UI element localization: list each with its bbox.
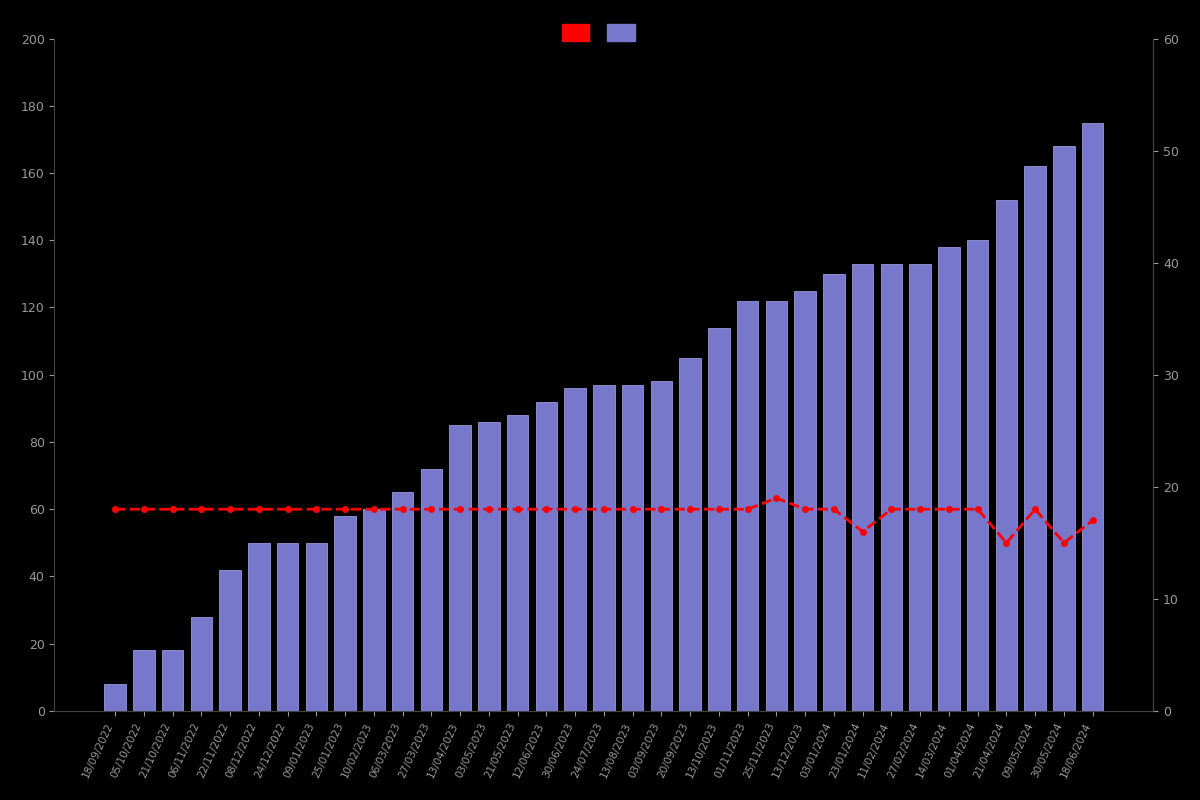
Bar xyxy=(679,358,701,711)
Bar xyxy=(449,425,470,711)
Bar xyxy=(104,684,126,711)
Bar xyxy=(421,469,443,711)
Bar xyxy=(535,402,557,711)
Bar xyxy=(133,650,155,711)
Bar xyxy=(162,650,184,711)
Bar xyxy=(737,301,758,711)
Bar xyxy=(248,543,270,711)
Bar xyxy=(938,247,960,711)
Bar xyxy=(191,617,212,711)
Bar xyxy=(277,543,299,711)
Bar xyxy=(996,200,1018,711)
Legend: , : , xyxy=(556,18,652,46)
Bar xyxy=(364,510,385,711)
Bar xyxy=(1025,166,1046,711)
Bar xyxy=(392,493,414,711)
Bar xyxy=(1082,122,1104,711)
Bar xyxy=(506,415,528,711)
Bar xyxy=(306,543,328,711)
Bar xyxy=(650,382,672,711)
Bar xyxy=(564,388,586,711)
Bar xyxy=(910,264,931,711)
Bar xyxy=(823,274,845,711)
Bar xyxy=(881,264,902,711)
Bar xyxy=(335,516,356,711)
Bar xyxy=(794,290,816,711)
Bar xyxy=(1054,146,1075,711)
Bar xyxy=(593,385,614,711)
Bar xyxy=(220,570,241,711)
Bar xyxy=(708,328,730,711)
Bar xyxy=(766,301,787,711)
Bar xyxy=(852,264,874,711)
Bar xyxy=(622,385,643,711)
Bar xyxy=(967,240,989,711)
Bar xyxy=(478,422,499,711)
